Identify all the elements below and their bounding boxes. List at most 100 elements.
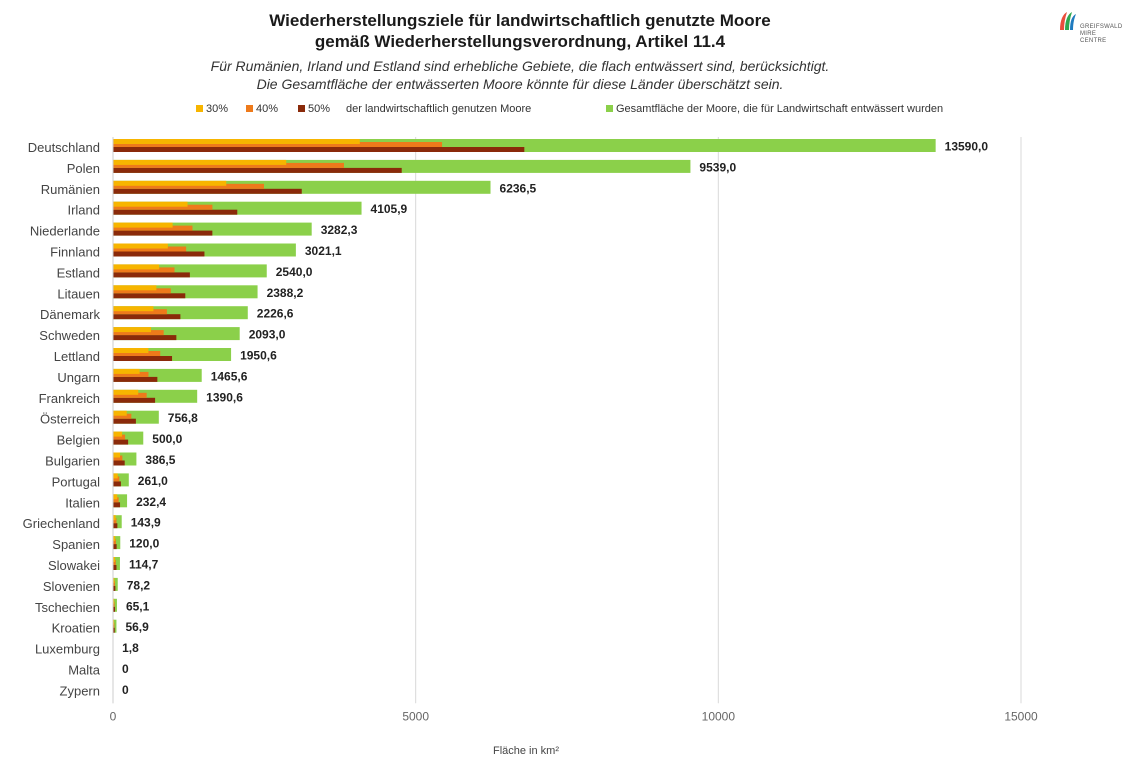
category-label: Belgien (57, 433, 100, 448)
logo-line-3: CENTRE (1080, 38, 1107, 44)
bar-50-percent (113, 606, 115, 612)
bar-40-percent (113, 246, 187, 252)
category-label: Polen (67, 161, 100, 176)
bar-30-percent (113, 327, 152, 333)
bar-40-percent (113, 204, 213, 210)
category-label: Österreich (40, 412, 100, 427)
category-label: Luxemburg (35, 642, 100, 657)
subtitle-line-2: Die Gesamtfläche der entwässerten Moore … (256, 76, 784, 92)
legend-item-40: 40% (246, 103, 278, 115)
bar-40-percent (113, 309, 167, 315)
bar-40-percent (113, 580, 115, 586)
value-label: 6236,5 (500, 181, 537, 195)
logo-text: GREIFSWALD MIRE CENTRE (1080, 24, 1122, 45)
value-label: 1950,6 (240, 348, 277, 362)
bar-50-percent (113, 167, 402, 173)
value-label: 78,2 (127, 578, 151, 592)
bar-total (113, 577, 118, 591)
category-label: Bulgarien (45, 453, 100, 468)
bar-30-percent (113, 348, 149, 353)
bar-50-percent (113, 272, 190, 278)
bar-total (113, 536, 121, 550)
value-label: 65,1 (126, 599, 150, 613)
value-label: 2093,0 (249, 328, 286, 342)
bar-30-percent (113, 222, 173, 228)
value-label: 3021,1 (305, 244, 342, 258)
x-tick-label: 15000 (1004, 709, 1038, 723)
category-label: Estland (57, 265, 100, 280)
bar-50-percent (113, 439, 129, 445)
category-label: Frankreich (39, 391, 100, 406)
legend-suffix: der landwirtschaftlich genutzen Moore (346, 103, 532, 115)
greifswald-logo: GREIFSWALD MIRE CENTRE (1058, 10, 1122, 50)
x-tick-label: 10000 (702, 709, 736, 723)
legend-item-30: 30% (196, 103, 228, 115)
bar-50-percent (113, 481, 121, 487)
bar-40-percent (113, 434, 126, 440)
bar-40-percent (113, 351, 161, 356)
value-label: 9539,0 (699, 160, 736, 174)
bar-40-percent (113, 371, 149, 377)
category-label: Finnland (50, 244, 100, 259)
logo-leaf-icon (1060, 12, 1076, 30)
category-label: Rumänien (41, 182, 100, 197)
bar-50-percent (113, 293, 186, 299)
bar-30-percent (113, 180, 227, 186)
bar-30-percent (113, 159, 287, 165)
category-label: Litauen (57, 286, 100, 301)
bar-40-percent (113, 455, 123, 461)
legend-label-40: 40% (256, 103, 279, 115)
bar-50-percent (113, 376, 158, 382)
bar-50-percent (113, 147, 525, 152)
legend-swatch-50 (298, 105, 305, 112)
bar-30-percent (113, 201, 188, 207)
value-label: 1465,6 (211, 369, 248, 383)
bar-30-percent (113, 557, 116, 562)
value-label: 0 (122, 683, 129, 697)
bar-50-percent (113, 251, 205, 257)
category-label: Zypern (60, 683, 100, 698)
bar-30-percent (113, 577, 115, 583)
logo-line-2: MIRE (1080, 31, 1097, 37)
title-line-2: gemäß Wiederherstellungsverordnung, Arti… (314, 32, 726, 51)
category-label: Dänemark (40, 307, 100, 322)
category-label: Irland (67, 203, 100, 218)
bar-50-percent (113, 314, 181, 320)
bar-50-percent (113, 544, 117, 550)
value-label: 143,9 (131, 516, 161, 530)
value-label: 2388,2 (267, 286, 304, 300)
legend-swatch-30 (196, 105, 203, 112)
bar-50-percent (113, 627, 115, 633)
value-label: 2226,6 (257, 307, 294, 321)
legend-swatch-40 (246, 105, 253, 112)
bar-40-percent (113, 518, 117, 524)
bar-50-percent (113, 188, 302, 194)
bar-50-percent (113, 335, 177, 341)
value-label: 1390,6 (206, 390, 243, 404)
bar-50-percent (113, 418, 136, 424)
value-label: 261,0 (138, 474, 168, 488)
value-label: 13590,0 (945, 139, 989, 153)
legend-label-total: Gesamtfläche der Moore, die für Landwirt… (616, 103, 944, 115)
bar-30-percent (113, 264, 160, 270)
bar-40-percent (113, 539, 116, 545)
bar-30-percent (113, 389, 139, 395)
bar-30-percent (113, 619, 115, 625)
category-label: Portugal (52, 474, 101, 489)
category-label: Slovenien (43, 579, 100, 594)
bar-30-percent (113, 536, 116, 542)
bar-30-percent (113, 243, 168, 249)
value-label: 756,8 (168, 411, 198, 425)
bar-30-percent (113, 494, 118, 500)
value-label: 500,0 (152, 432, 182, 446)
bar-30-percent (113, 452, 121, 458)
bar-50-percent (113, 585, 116, 591)
bar-50-percent (113, 209, 238, 215)
category-label: Spanien (52, 537, 100, 552)
bar-total (113, 515, 122, 529)
legend-swatch-total (606, 105, 613, 112)
legend-item-total: Gesamtfläche der Moore, die für Landwirt… (606, 103, 943, 115)
category-label: Tschechien (35, 600, 100, 615)
bar-30-percent (113, 139, 360, 144)
value-label: 2540,0 (276, 265, 313, 279)
